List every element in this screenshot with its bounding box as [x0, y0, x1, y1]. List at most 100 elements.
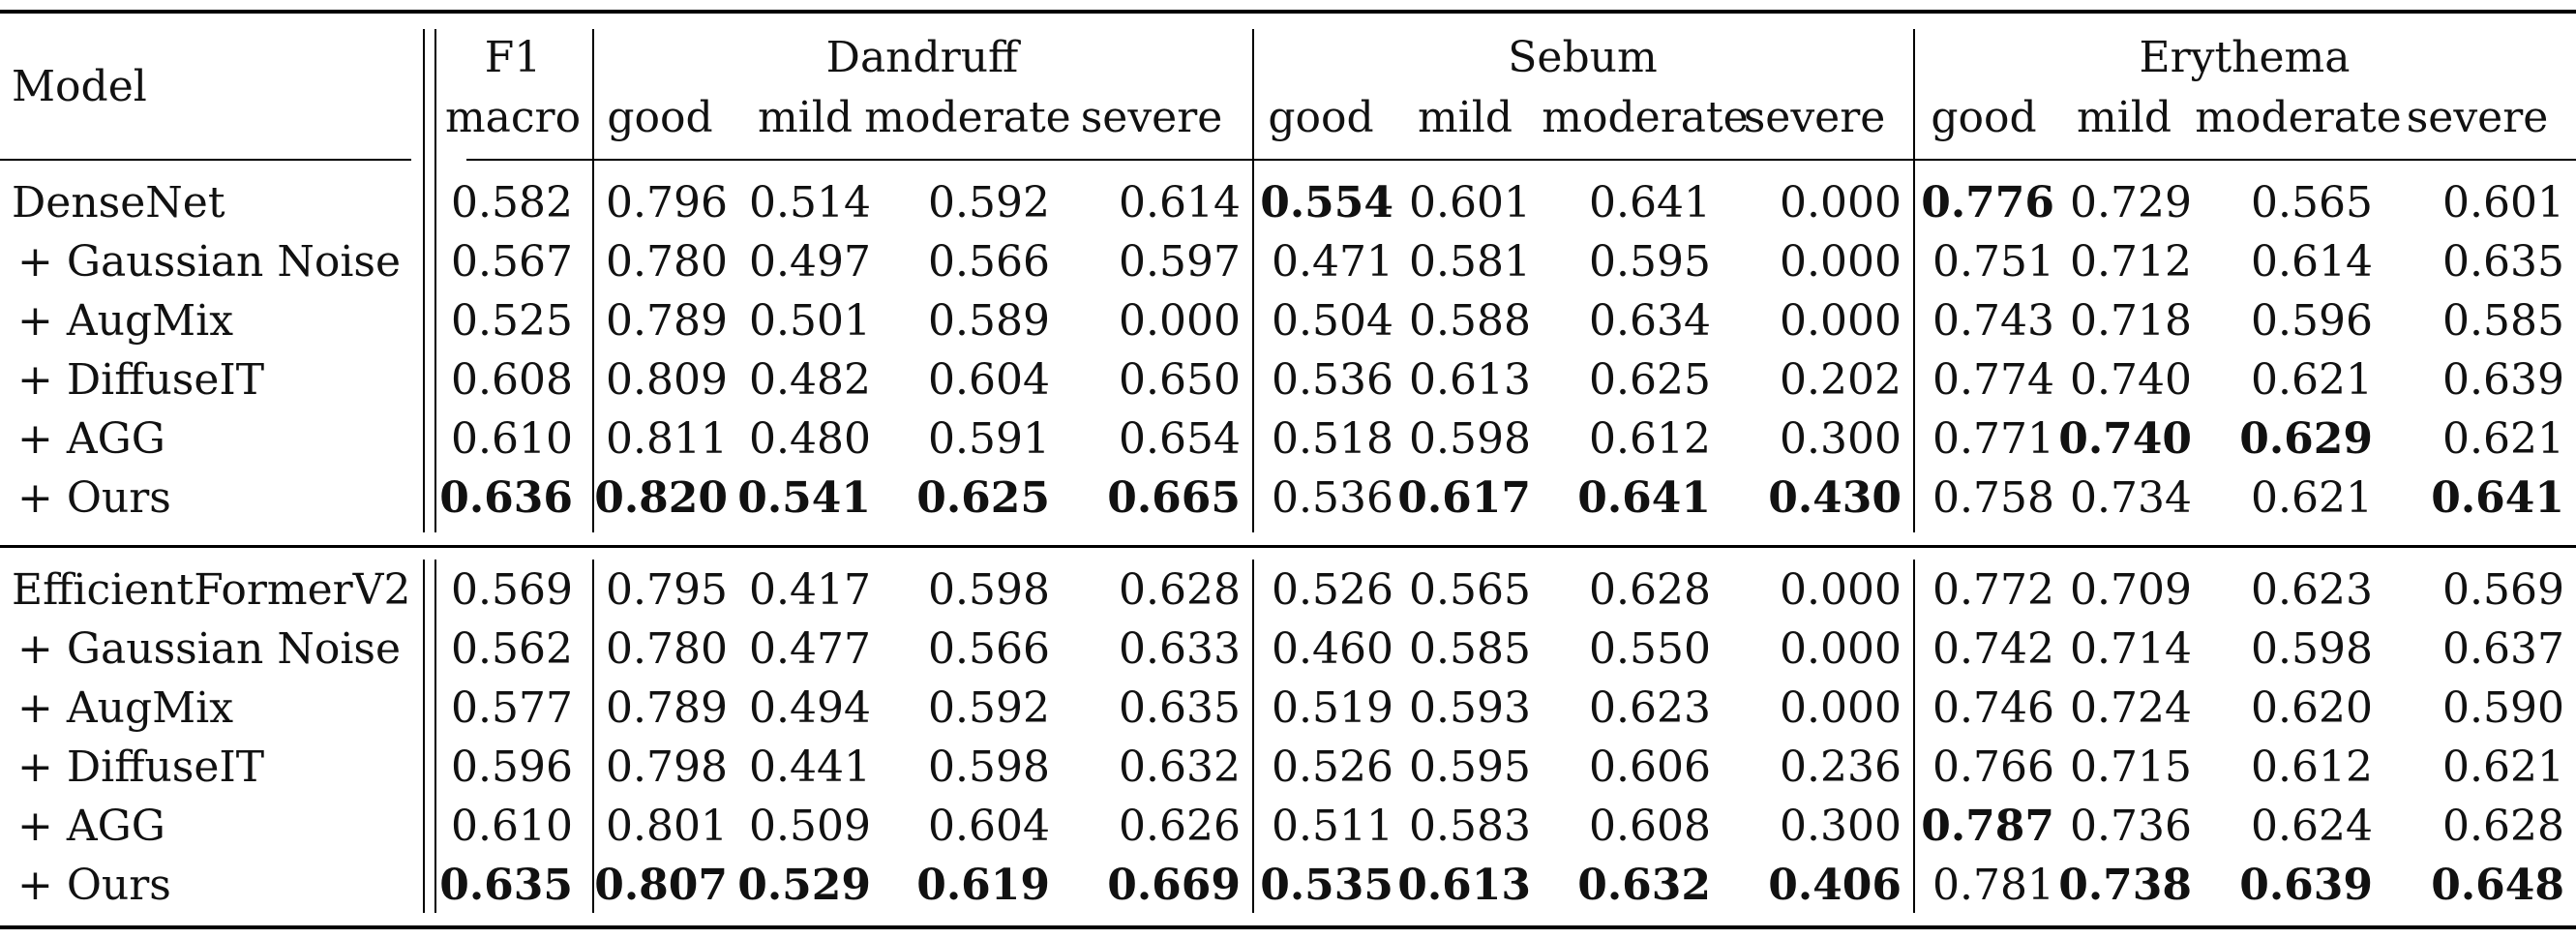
value-cell: 0.624 — [2251, 802, 2373, 851]
value-cell: 0.639 — [2442, 355, 2564, 405]
dandruff-rule — [1252, 29, 1254, 532]
value-cell: 0.417 — [749, 565, 871, 615]
value-cell: 0.535 — [1260, 861, 1393, 910]
value-cell: 0.519 — [1272, 683, 1393, 733]
value-cell: 0.774 — [1932, 355, 2054, 405]
section-rule — [0, 545, 2576, 548]
value-cell: 0.566 — [928, 237, 1050, 287]
header-macro: macro — [444, 93, 582, 142]
value-cell: 0.621 — [2251, 355, 2373, 405]
value-cell: 0.202 — [1780, 355, 1902, 405]
value-cell: 0.406 — [1768, 861, 1902, 910]
value-cell: 0.514 — [749, 178, 871, 227]
value-cell: 0.569 — [451, 565, 573, 615]
value-cell: 0.598 — [928, 742, 1050, 792]
value-cell: 0.641 — [2431, 473, 2564, 523]
sub-header-good: good — [607, 93, 713, 142]
value-cell: 0.621 — [2442, 742, 2564, 792]
value-cell: 0.562 — [451, 624, 573, 674]
value-cell: 0.529 — [737, 861, 871, 910]
sub-header-severe: severe — [1080, 93, 1223, 142]
value-cell: 0.610 — [451, 802, 573, 851]
header-rule-right — [466, 159, 2576, 161]
value-cell: 0.641 — [1577, 473, 1711, 523]
value-cell: 0.746 — [1932, 683, 2054, 733]
value-cell: 0.621 — [2442, 414, 2564, 464]
value-cell: 0.636 — [439, 473, 573, 523]
model-double-rule-a — [423, 29, 425, 532]
value-cell: 0.550 — [1589, 624, 1711, 674]
value-cell: 0.595 — [1589, 237, 1711, 287]
value-cell: 0.588 — [1409, 296, 1531, 346]
value-cell: 0.780 — [606, 624, 728, 674]
model-name: + AGG — [17, 802, 165, 851]
value-cell: 0.789 — [606, 296, 728, 346]
value-cell: 0.714 — [2070, 624, 2192, 674]
value-cell: 0.597 — [1119, 237, 1241, 287]
header-rule — [0, 159, 411, 161]
value-cell: 0.798 — [606, 742, 728, 792]
value-cell: 0.715 — [2070, 742, 2192, 792]
model-name: + AugMix — [17, 296, 234, 346]
value-cell: 0.300 — [1780, 802, 1902, 851]
value-cell: 0.565 — [1409, 565, 1531, 615]
value-cell: 0.606 — [1589, 742, 1711, 792]
model-name: + Ours — [17, 861, 171, 910]
model-double-rule-b2 — [434, 560, 436, 913]
value-cell: 0.000 — [1780, 565, 1902, 615]
value-cell: 0.565 — [2251, 178, 2373, 227]
value-cell: 0.471 — [1272, 237, 1393, 287]
value-cell: 0.807 — [594, 861, 728, 910]
value-cell: 0.604 — [928, 802, 1050, 851]
value-cell: 0.441 — [749, 742, 871, 792]
value-cell: 0.501 — [749, 296, 871, 346]
value-cell: 0.724 — [2070, 683, 2192, 733]
value-cell: 0.608 — [451, 355, 573, 405]
value-cell: 0.619 — [916, 861, 1050, 910]
value-cell: 0.795 — [606, 565, 728, 615]
value-cell: 0.669 — [1107, 861, 1241, 910]
sub-header-good: good — [1268, 93, 1374, 142]
value-cell: 0.628 — [1119, 565, 1241, 615]
sub-header-severe: severe — [2406, 93, 2549, 142]
header-group-sebum: Sebum — [1508, 33, 1658, 82]
sub-header-mild: mild — [2076, 93, 2172, 142]
value-cell: 0.000 — [1780, 683, 1902, 733]
value-cell: 0.796 — [606, 178, 728, 227]
sebum-rule — [1913, 29, 1915, 532]
value-cell: 0.526 — [1272, 742, 1393, 792]
value-cell: 0.477 — [749, 624, 871, 674]
value-cell: 0.729 — [2070, 178, 2192, 227]
value-cell: 0.596 — [451, 742, 573, 792]
value-cell: 0.566 — [928, 624, 1050, 674]
value-cell: 0.590 — [2442, 683, 2564, 733]
value-cell: 0.612 — [2251, 742, 2373, 792]
model-name: EfficientFormerV2 — [12, 565, 411, 615]
value-cell: 0.536 — [1272, 473, 1393, 523]
value-cell: 0.628 — [2442, 802, 2564, 851]
value-cell: 0.612 — [1589, 414, 1711, 464]
f1-rule-2 — [592, 560, 594, 913]
value-cell: 0.497 — [749, 237, 871, 287]
value-cell: 0.577 — [451, 683, 573, 733]
value-cell: 0.598 — [928, 565, 1050, 615]
value-cell: 0.771 — [1932, 414, 2054, 464]
model-double-rule-a2 — [423, 560, 425, 913]
value-cell: 0.614 — [1119, 178, 1241, 227]
value-cell: 0.665 — [1107, 473, 1241, 523]
value-cell: 0.625 — [1589, 355, 1711, 405]
value-cell: 0.430 — [1768, 473, 1902, 523]
value-cell: 0.634 — [1589, 296, 1711, 346]
header-group-dandruff: Dandruff — [825, 33, 1019, 82]
value-cell: 0.608 — [1589, 802, 1711, 851]
value-cell: 0.582 — [451, 178, 573, 227]
value-cell: 0.509 — [749, 802, 871, 851]
value-cell: 0.000 — [1780, 178, 1902, 227]
model-name: + Gaussian Noise — [17, 624, 402, 674]
value-cell: 0.236 — [1780, 742, 1902, 792]
value-cell: 0.635 — [2442, 237, 2564, 287]
value-cell: 0.604 — [928, 355, 1050, 405]
value-cell: 0.585 — [1409, 624, 1531, 674]
value-cell: 0.734 — [2070, 473, 2192, 523]
